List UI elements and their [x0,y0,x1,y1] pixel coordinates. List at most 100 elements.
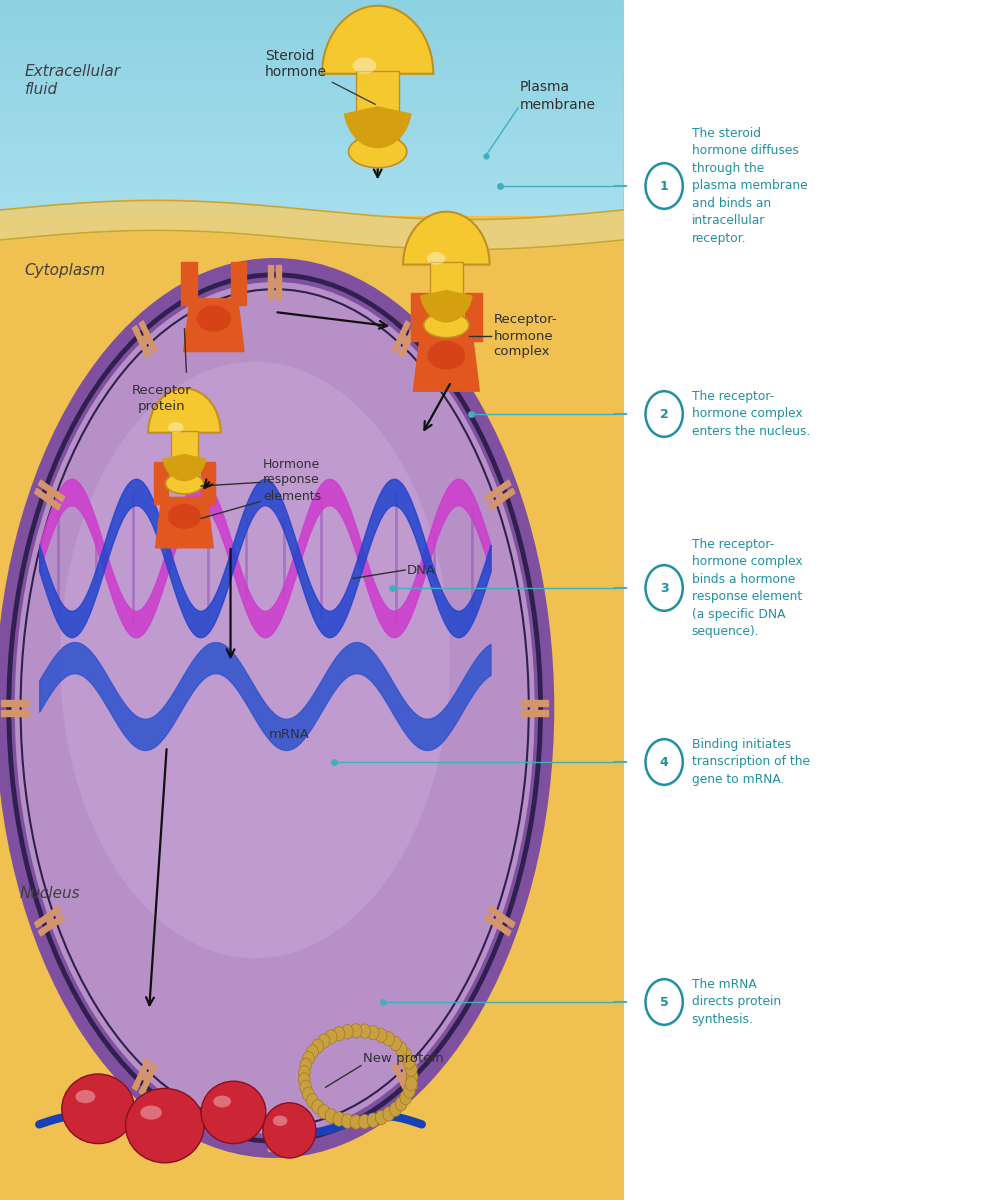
Text: DNA: DNA [407,564,437,576]
Ellipse shape [168,504,201,529]
Circle shape [395,1097,407,1111]
Polygon shape [489,906,515,928]
Ellipse shape [352,58,377,73]
Polygon shape [273,1130,277,1138]
Bar [0,130,623,137]
Polygon shape [132,1058,150,1091]
Text: The receptor-
hormone complex
enters the nucleus.: The receptor- hormone complex enters the… [692,390,810,438]
Circle shape [359,1024,371,1038]
Ellipse shape [0,258,554,1158]
Polygon shape [521,701,548,706]
Circle shape [367,1112,379,1127]
Circle shape [383,1032,394,1046]
Circle shape [325,1109,337,1123]
Bar [0,173,623,180]
Text: Receptor
protein: Receptor protein [132,384,191,413]
Circle shape [645,979,683,1025]
Bar [0,158,623,166]
Polygon shape [411,293,428,341]
Ellipse shape [15,282,535,1134]
Ellipse shape [166,473,203,494]
Text: The receptor-
hormone complex
binds a hormone
response element
(a specific DNA
s: The receptor- hormone complex binds a ho… [692,538,802,638]
Polygon shape [34,906,61,928]
Bar [0,209,623,216]
Bar [0,151,623,158]
Circle shape [333,1112,344,1127]
Polygon shape [277,265,281,299]
Circle shape [400,1091,412,1105]
Circle shape [326,1030,337,1044]
Polygon shape [46,492,53,498]
Text: The mRNA
directs protein
synthesis.: The mRNA directs protein synthesis. [692,978,781,1026]
Circle shape [403,1084,415,1098]
Circle shape [406,1069,418,1084]
Polygon shape [142,1073,147,1080]
Bar [356,71,399,155]
Circle shape [302,1087,314,1102]
Circle shape [318,1104,330,1118]
Bar [0,72,623,79]
Circle shape [298,1066,310,1080]
Bar [0,14,623,22]
Text: 4: 4 [660,756,668,768]
Text: Binding initiates
transcription of the
gene to mRNA.: Binding initiates transcription of the g… [692,738,809,786]
Ellipse shape [140,1105,162,1120]
Bar [0,79,623,86]
Polygon shape [34,488,61,510]
Ellipse shape [263,1103,316,1158]
Ellipse shape [424,312,469,337]
Text: mRNA: mRNA [269,728,310,742]
Bar [0,50,623,58]
Circle shape [312,1039,324,1054]
Bar [0,36,623,43]
Text: The steroid
hormone diffuses
through the
plasma membrane
and binds an
intracellu: The steroid hormone diffuses through the… [692,127,807,245]
Wedge shape [162,454,207,481]
Polygon shape [1,701,28,706]
Polygon shape [153,462,168,504]
Bar [0,115,623,122]
Ellipse shape [60,361,450,958]
Text: Receptor-
hormone
complex: Receptor- hormone complex [493,313,557,359]
Circle shape [376,1110,387,1124]
Circle shape [359,1115,371,1129]
Circle shape [645,391,683,437]
Circle shape [645,739,683,785]
Polygon shape [273,278,277,286]
Polygon shape [489,488,515,510]
Polygon shape [496,918,503,924]
Ellipse shape [62,1074,134,1144]
Polygon shape [465,293,482,341]
Circle shape [318,1034,330,1049]
Text: Plasma
membrane: Plasma membrane [520,80,595,112]
Text: Extracellular
fluid: Extracellular fluid [25,64,121,97]
Circle shape [302,1051,314,1066]
Bar [0,137,623,144]
Polygon shape [402,336,407,343]
Polygon shape [399,325,417,358]
Circle shape [350,1024,362,1038]
Bar [0,86,623,94]
Bar [0,166,623,173]
Circle shape [403,1055,415,1069]
Circle shape [395,1042,407,1056]
Wedge shape [148,389,221,433]
Circle shape [350,1115,362,1129]
Polygon shape [269,265,273,299]
Text: Nucleus: Nucleus [20,887,80,901]
Wedge shape [343,107,412,149]
Text: Cytoplasm: Cytoplasm [25,263,106,277]
Bar [0,29,623,36]
Bar [430,262,463,328]
Polygon shape [181,262,196,306]
Text: Hormone
response
elements: Hormone response elements [263,457,321,503]
Circle shape [300,1080,312,1094]
Polygon shape [532,706,538,710]
Ellipse shape [76,1090,95,1103]
Polygon shape [139,1063,157,1096]
Bar [0,94,623,101]
Bar [0,202,623,209]
Ellipse shape [273,1116,287,1126]
Text: Steroid
hormone: Steroid hormone [265,48,375,104]
Bar [0,108,623,115]
Wedge shape [420,290,473,323]
